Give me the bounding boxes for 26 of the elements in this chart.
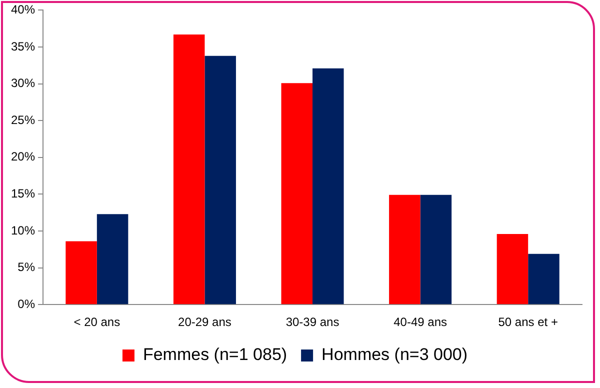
legend-label: Hommes (n=3 000) — [322, 345, 468, 364]
y-tick-label: 10% — [10, 223, 36, 238]
bar — [281, 83, 313, 304]
y-tick-label: 40% — [10, 2, 36, 17]
x-tick-label: 30-39 ans — [286, 315, 340, 330]
x-tick-label: < 20 ans — [74, 315, 120, 330]
bar — [66, 241, 97, 304]
x-tick-label: 40-49 ans — [394, 315, 447, 330]
bar — [204, 56, 236, 304]
bar — [312, 68, 344, 304]
y-tick-label: 20% — [10, 150, 36, 164]
y-tick-label: 15% — [10, 186, 36, 201]
legend-label: Femmes (n=1 085) — [142, 345, 288, 364]
y-tick-label: 30% — [10, 76, 36, 90]
y-tick-label: 0% — [18, 296, 36, 311]
bar — [389, 194, 420, 304]
bar — [528, 254, 560, 304]
y-tick-label: 25% — [10, 112, 36, 127]
x-tick-label: 20-29 ans — [178, 315, 232, 330]
bar — [173, 34, 205, 304]
y-tick-label: 35% — [10, 39, 36, 54]
y-tick-label: 5% — [18, 260, 36, 274]
bar — [96, 214, 128, 304]
x-tick-label: 50 ans et + — [498, 315, 558, 330]
bar — [496, 234, 528, 304]
bar — [420, 194, 452, 304]
